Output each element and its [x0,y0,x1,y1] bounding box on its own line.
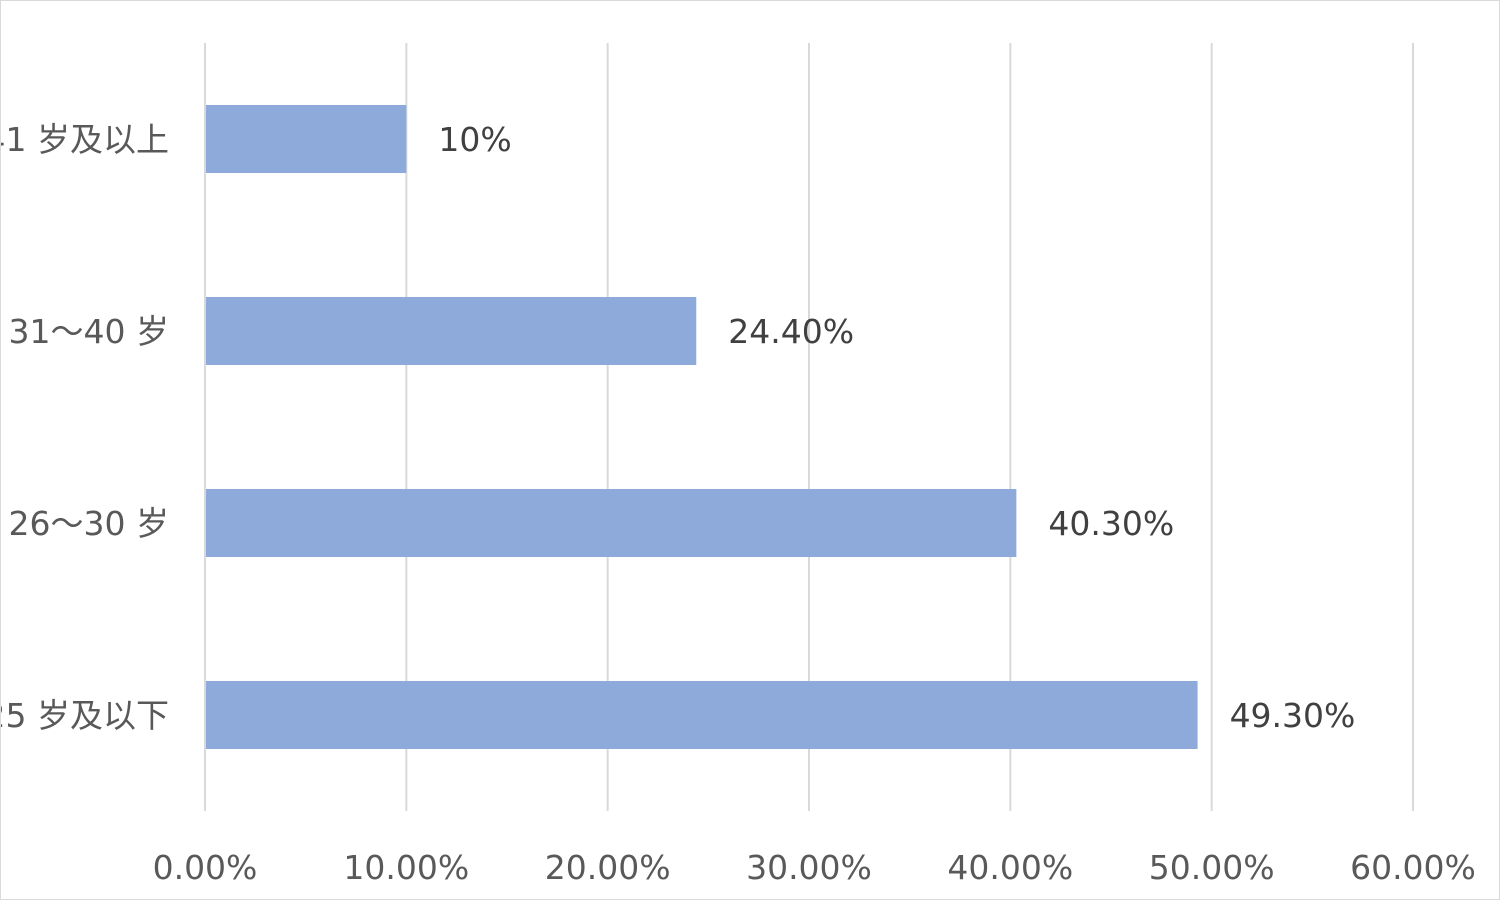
data-label: 40.30% [1048,504,1174,543]
category-label: 31～40 岁 [9,312,169,351]
bar [206,297,697,365]
x-tick-label: 60.00% [1350,848,1476,887]
x-tick-label: 40.00% [947,848,1073,887]
category-label: 25 岁及以下 [1,696,169,735]
bar [206,489,1017,557]
x-tick-label: 30.00% [746,848,872,887]
bar [206,681,1198,749]
x-tick-label: 20.00% [545,848,671,887]
category-label: 26～30 岁 [9,504,169,543]
category-label: 41 岁及以上 [1,120,169,159]
bars [206,105,1198,749]
x-tick-label: 10.00% [343,848,469,887]
data-label: 24.40% [728,312,854,351]
x-tick-label: 50.00% [1149,848,1275,887]
category-labels: 41 岁及以上 31～40 岁 26～30 岁 25 岁及以下 [1,120,169,735]
x-tick-label: 0.00% [153,848,258,887]
data-labels: 10% 24.40% 40.30% 49.30% [438,120,1355,735]
gridlines [204,43,1414,811]
x-tick-labels: 0.00% 10.00% 20.00% 30.00% 40.00% 50.00% 60.00… [153,848,1476,887]
data-label: 10% [438,120,511,159]
bar [206,105,407,173]
data-label: 49.30% [1230,696,1356,735]
